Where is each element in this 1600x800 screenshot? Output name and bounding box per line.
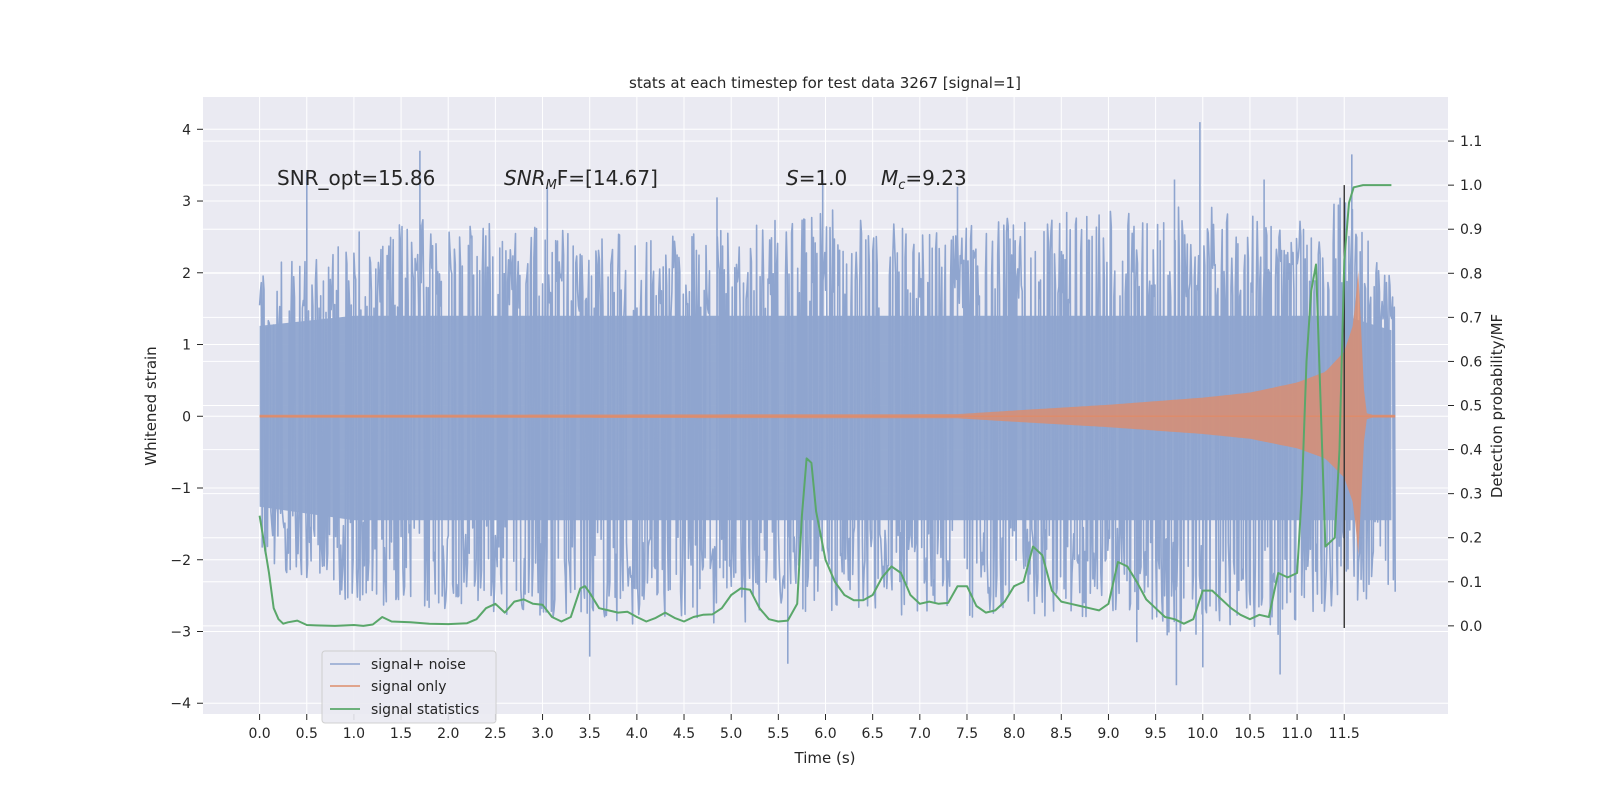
annotation-mc-rest: =9.23	[905, 166, 966, 190]
y-right-tick-label: 0.9	[1460, 222, 1482, 238]
annotation-mc: Mc=9.23	[881, 166, 967, 193]
x-tick-label: 9.5	[1144, 726, 1166, 742]
y-right-tick-label: 1.0	[1460, 178, 1482, 194]
y-right-tick-label: 0.1	[1460, 575, 1482, 591]
x-tick-label: 7.5	[956, 726, 978, 742]
annotation-snr-mf-rest: F=[14.67]	[557, 166, 658, 190]
y-tick-label: −2	[170, 553, 191, 569]
x-tick-label: 6.5	[862, 726, 884, 742]
annotation-s-var: S	[786, 166, 799, 190]
annotation-snr-opt: SNR_opt=15.86	[277, 166, 435, 190]
y-right-tick-label: 0.2	[1460, 531, 1482, 547]
chart-title: stats at each timestep for test data 326…	[629, 74, 1021, 92]
x-tick-label: 11.5	[1329, 726, 1360, 742]
x-tick-label: 10.0	[1187, 726, 1218, 742]
y-tick-label: 2	[182, 266, 191, 282]
annotations: SNR_opt=15.86 SNRMF=[14.67] S=1.0 Mc=9.2…	[277, 166, 967, 193]
x-axis-label: Time (s)	[794, 749, 856, 767]
x-tick-label: 6.0	[814, 726, 836, 742]
signal-only-envelope	[259, 270, 1396, 555]
y-right-tick-label: 0.0	[1460, 619, 1482, 635]
annotation-mc-var: M	[881, 166, 898, 190]
y-tick-label: −4	[170, 696, 191, 712]
annotation-mc-sub: c	[898, 178, 905, 193]
y-axis-right-label: Detection probability/MF	[1488, 314, 1506, 498]
legend-box	[321, 650, 497, 724]
legend-label-signal-only: signal only	[371, 679, 446, 695]
annotation-snr-mf-var: SNR	[504, 166, 546, 190]
x-tick-label: 2.5	[484, 726, 506, 742]
x-tick-label: 4.0	[626, 726, 648, 742]
y-right-tick-label: 0.3	[1460, 487, 1482, 503]
annotation-snr-mf-sub: M	[546, 178, 557, 193]
y-right-tick-label: 1.1	[1460, 134, 1482, 150]
x-tick-label: 1.0	[343, 726, 365, 742]
x-tick-label: 2.0	[437, 726, 459, 742]
legend-label-signal-statistics: signal statistics	[371, 702, 479, 718]
x-tick-label: 4.5	[673, 726, 695, 742]
x-tick-label: 3.5	[579, 726, 601, 742]
y-right-tick-label: 0.5	[1460, 399, 1482, 415]
y-tick-label: −1	[170, 481, 191, 497]
x-tick-label: 7.0	[909, 726, 931, 742]
annotation-snr-mf: SNRMF=[14.67]	[504, 166, 658, 193]
x-tick-label: 1.5	[390, 726, 412, 742]
x-tick-label: 0.0	[248, 726, 270, 742]
x-tick-label: 5.0	[720, 726, 742, 742]
x-tick-label: 0.5	[296, 726, 318, 742]
data-layer	[258, 122, 1396, 686]
y-tick-label: −3	[170, 624, 191, 640]
y-tick-label: 3	[182, 194, 191, 210]
y-right-tick-label: 0.6	[1460, 354, 1482, 370]
x-tick-label: 5.5	[767, 726, 789, 742]
y-tick-label: 4	[182, 122, 191, 138]
y-right-tick-label: 0.4	[1460, 443, 1482, 459]
x-tick-label: 8.5	[1050, 726, 1072, 742]
signal-only-series	[259, 270, 1396, 555]
signal-noise-trace	[258, 122, 1396, 686]
y-axis-label: Whitened strain	[142, 346, 160, 465]
legend: signal+ noise signal only signal statist…	[321, 650, 497, 724]
x-tick-label: 10.5	[1234, 726, 1265, 742]
signal-statistics-line	[258, 184, 1392, 627]
x-tick-label: 11.0	[1282, 726, 1313, 742]
y-tick-label: 1	[182, 338, 191, 354]
legend-label-signal-noise: signal+ noise	[371, 657, 466, 673]
axes: 0.0 0.5 1.0 1.5 2.0 2.5 3.0 3.5 4.0 4.5 5.0 5.5 6.0 6…	[170, 122, 1482, 742]
annotation-s-rest: =1.0	[799, 166, 848, 190]
y-right-tick-label: 0.7	[1460, 310, 1482, 326]
annotation-s: S=1.0	[786, 166, 847, 190]
signal-statistics-series	[258, 184, 1392, 629]
y-tick-label: 0	[182, 409, 191, 425]
x-tick-label: 8.0	[1003, 726, 1025, 742]
y-right-tick-label: 0.8	[1460, 266, 1482, 282]
x-tick-label: 3.0	[531, 726, 553, 742]
x-tick-label: 9.0	[1097, 726, 1119, 742]
